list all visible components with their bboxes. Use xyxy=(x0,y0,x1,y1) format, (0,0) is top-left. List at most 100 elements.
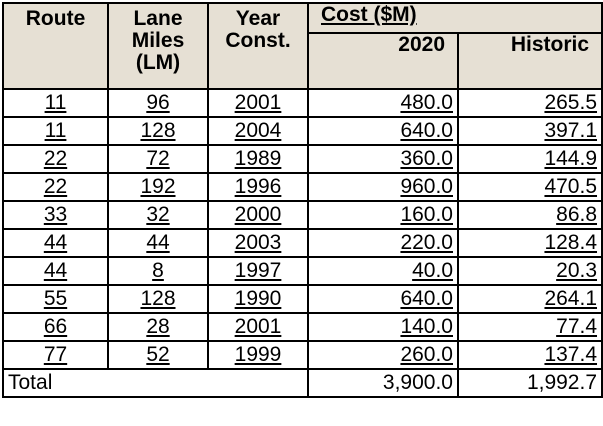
table-row: 44 44 2003 220.0 128.4 xyxy=(2,228,603,258)
cell-cost-2020: 480.0 xyxy=(307,88,459,118)
cell-cost-historic: 265.5 xyxy=(456,88,603,118)
cell-cost-2020-text: 480.0 xyxy=(400,91,453,114)
cell-route: 77 xyxy=(2,340,109,370)
cell-cost-historic: 397.1 xyxy=(456,116,603,146)
cell-cost-2020: 360.0 xyxy=(307,144,459,174)
cell-year-text: 2000 xyxy=(234,203,282,226)
cell-route-text: 66 xyxy=(43,315,68,338)
cell-route-text: 11 xyxy=(44,119,67,142)
total-cost-historic: 1,992.7 xyxy=(456,368,603,398)
cell-cost-historic: 77.4 xyxy=(456,312,603,342)
cell-route: 66 xyxy=(2,312,109,342)
cell-route: 11 xyxy=(2,116,109,146)
header-cost-2020: 2020 xyxy=(307,32,459,90)
cell-route: 22 xyxy=(2,144,109,174)
table-row: 22 192 1996 960.0 470.5 xyxy=(2,172,603,202)
table-header: Route Lane Miles (LM) Year Const. Cost (… xyxy=(2,2,603,90)
table-row: 22 72 1989 360.0 144.9 xyxy=(2,144,603,174)
cell-route-text: 22 xyxy=(43,147,68,170)
table-row: 11 128 2004 640.0 397.1 xyxy=(2,116,603,146)
header-year-line1: Year xyxy=(235,7,281,30)
cell-year: 2001 xyxy=(207,312,309,342)
cell-cost-2020: 640.0 xyxy=(307,284,459,314)
header-lane-miles: Lane Miles (LM) xyxy=(107,2,209,90)
total-row: Total 3,900.0 1,992.7 xyxy=(2,368,603,398)
cell-cost-2020: 260.0 xyxy=(307,340,459,370)
cell-year-text: 1997 xyxy=(234,259,282,282)
table-body: 11 96 2001 480.0 265.5 11 128 2004 640.0 397.1 22 7… xyxy=(2,88,603,398)
cell-lane-miles: 28 xyxy=(107,312,209,342)
cell-lane-miles-text: 8 xyxy=(152,259,164,282)
cell-year: 1990 xyxy=(207,284,309,314)
cell-lane-miles: 52 xyxy=(107,340,209,370)
cell-cost-2020: 640.0 xyxy=(307,116,459,146)
cell-cost-historic-text: 128.4 xyxy=(544,231,598,254)
cell-cost-2020-text: 640.0 xyxy=(400,119,453,142)
header-year-line2: Const. xyxy=(225,29,291,52)
cell-lane-miles: 8 xyxy=(107,256,209,286)
cell-cost-historic: 20.3 xyxy=(456,256,603,286)
cell-lane-miles-text: 52 xyxy=(146,343,170,366)
cell-lane-miles-text: 96 xyxy=(146,91,170,114)
cell-route: 22 xyxy=(2,172,109,202)
cell-cost-historic-text: 20.3 xyxy=(556,259,598,282)
cell-year: 1989 xyxy=(207,144,309,174)
cell-cost-2020-text: 260.0 xyxy=(400,343,453,366)
cell-year: 2000 xyxy=(207,200,309,230)
cell-route-text: 44 xyxy=(43,231,68,254)
cell-route: 11 xyxy=(2,88,109,118)
header-cost-group: Cost ($M) xyxy=(306,2,603,34)
cell-year-text: 2001 xyxy=(234,91,282,114)
cell-year: 1999 xyxy=(207,340,309,370)
cell-cost-2020: 220.0 xyxy=(307,228,459,258)
cell-route: 44 xyxy=(2,228,109,258)
cell-lane-miles: 32 xyxy=(107,200,209,230)
cell-lane-miles-text: 44 xyxy=(146,231,170,254)
cell-cost-historic: 86.8 xyxy=(456,200,603,230)
cell-cost-historic-text: 137.4 xyxy=(544,343,598,366)
cell-year-text: 1999 xyxy=(234,343,282,366)
table-row: 55 128 1990 640.0 264.1 xyxy=(2,284,603,314)
header-year: Year Const. xyxy=(207,2,309,90)
cell-year: 2001 xyxy=(207,88,309,118)
cell-cost-historic-text: 144.9 xyxy=(544,147,598,170)
cell-cost-historic-text: 77.4 xyxy=(556,315,598,338)
cell-cost-2020-text: 40.0 xyxy=(412,259,453,282)
table-row: 66 28 2001 140.0 77.4 xyxy=(2,312,603,342)
cell-route-text: 55 xyxy=(43,287,68,310)
cell-year: 2003 xyxy=(207,228,309,258)
cell-year-text: 2001 xyxy=(234,315,282,338)
cell-cost-2020-text: 160.0 xyxy=(400,203,453,226)
header-cost-historic: Historic xyxy=(456,32,603,90)
cell-lane-miles-text: 72 xyxy=(146,147,170,170)
cell-lane-miles-text: 192 xyxy=(140,175,176,198)
cell-cost-historic: 264.1 xyxy=(456,284,603,314)
header-lane-miles-line2: Miles xyxy=(131,29,185,52)
header-route: Route xyxy=(2,2,109,90)
cell-year: 2004 xyxy=(207,116,309,146)
cell-cost-2020: 40.0 xyxy=(307,256,459,286)
cell-year-text: 1989 xyxy=(234,147,282,170)
cell-route: 44 xyxy=(2,256,109,286)
cell-route-text: 33 xyxy=(43,203,68,226)
cell-year-text: 1990 xyxy=(234,287,282,310)
cell-cost-2020-text: 960.0 xyxy=(400,175,453,198)
cell-route-text: 11 xyxy=(44,91,67,114)
cell-cost-2020: 140.0 xyxy=(307,312,459,342)
cell-lane-miles: 128 xyxy=(107,284,209,314)
table-row: 44 8 1997 40.0 20.3 xyxy=(2,256,603,286)
cell-cost-2020: 160.0 xyxy=(307,200,459,230)
cell-cost-2020: 960.0 xyxy=(307,172,459,202)
cell-route-text: 77 xyxy=(43,343,68,366)
cell-cost-historic: 137.4 xyxy=(456,340,603,370)
cell-route-text: 22 xyxy=(43,175,68,198)
cell-cost-2020-text: 640.0 xyxy=(400,287,453,310)
cell-cost-2020-text: 140.0 xyxy=(400,315,453,338)
cell-lane-miles-text: 28 xyxy=(146,315,170,338)
cell-cost-2020-text: 220.0 xyxy=(400,231,453,254)
cell-year: 1996 xyxy=(207,172,309,202)
cell-lane-miles: 72 xyxy=(107,144,209,174)
cell-lane-miles: 128 xyxy=(107,116,209,146)
cell-route-text: 44 xyxy=(43,259,68,282)
cost-table: Route Lane Miles (LM) Year Const. Cost (… xyxy=(2,2,603,398)
